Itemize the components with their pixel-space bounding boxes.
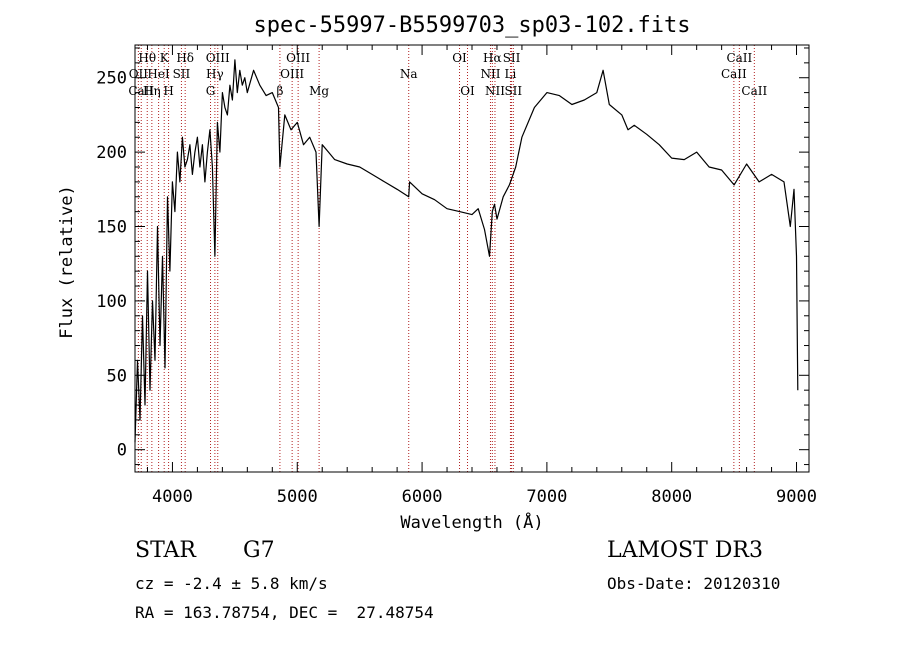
line-marker-label-12: OIII	[286, 51, 310, 65]
redshift-text: cz = -2.4 ± 5.8 km/s	[135, 574, 328, 593]
y-tick-label-4: 200	[96, 143, 127, 163]
y-tick-label-2: 100	[96, 292, 127, 312]
y-tick-label-1: 50	[107, 366, 127, 386]
line-marker-label-2: CaII	[128, 84, 154, 98]
line-marker-label-16: Na	[400, 67, 418, 81]
x-tick-label-5: 9000	[776, 487, 817, 507]
line-marker-label-14: β	[276, 84, 283, 98]
line-marker-label-15: Mg	[309, 84, 329, 98]
y-axis-label: Flux (relative)	[57, 185, 77, 339]
plot-frame	[134, 44, 810, 473]
y-tick-label-5: 250	[96, 69, 127, 89]
line-marker-label-3: Hη	[143, 84, 161, 98]
line-marker-label-21: NII	[480, 67, 500, 81]
x-tick-label-4: 8000	[651, 487, 692, 507]
line-marker-label-6: H	[163, 84, 173, 98]
object-subclass: G7	[243, 538, 275, 563]
x-tick-label-1: 5000	[277, 487, 318, 507]
line-marker-label-25: CaII	[726, 51, 752, 65]
line-marker-label-23: NII	[485, 84, 505, 98]
line-marker-label-18: OI	[460, 84, 475, 98]
x-axis-label: Wavelength (Å)	[400, 511, 543, 533]
line-marker-label-0: Hθ	[138, 51, 156, 65]
line-marker-label-9: OIII	[206, 51, 230, 65]
line-marker-label-10: Hγ	[206, 67, 224, 81]
survey-name: LAMOST DR3	[607, 538, 763, 563]
line-marker-label-13: OIII	[280, 67, 304, 81]
obs-date: Obs-Date: 20120310	[607, 574, 781, 593]
line-marker-label-17: OI	[452, 51, 467, 65]
series-layer	[134, 59, 799, 443]
line-marker-label-27: CaII	[741, 84, 767, 98]
spectrum-line-0	[134, 59, 799, 443]
line-marker-label-19: Hα	[483, 51, 502, 65]
axes: 4000 5000 6000 7000 8000 9000 0 50 100 150 200 250	[96, 44, 817, 507]
line-marker-label-20: SII	[503, 51, 521, 65]
x-tick-label-3: 7000	[526, 487, 567, 507]
line-marker-label-26: CaII	[721, 67, 747, 81]
spectral-line-markers	[137, 45, 755, 472]
x-tick-label-0: 4000	[152, 487, 193, 507]
line-marker-label-4: HeI	[147, 67, 170, 81]
line-marker-label-24: SII	[504, 84, 522, 98]
y-tick-label-0: 0	[117, 441, 127, 461]
chart-title: spec-55997-B5599703_sp03-102.fits	[253, 13, 690, 38]
line-marker-label-7: SII	[173, 67, 191, 81]
y-tick-label-3: 150	[96, 218, 127, 238]
line-marker-label-8: Hδ	[176, 51, 194, 65]
line-marker-label-5: K	[160, 51, 170, 65]
object-class: STAR	[135, 538, 196, 563]
line-marker-label-11: G	[206, 84, 216, 98]
x-tick-label-2: 6000	[402, 487, 443, 507]
line-marker-label-22: Li	[505, 67, 517, 81]
line-marker-label-1: OII	[129, 67, 149, 81]
coordinates-text: RA = 163.78754, DEC = 27.48754	[135, 603, 434, 622]
